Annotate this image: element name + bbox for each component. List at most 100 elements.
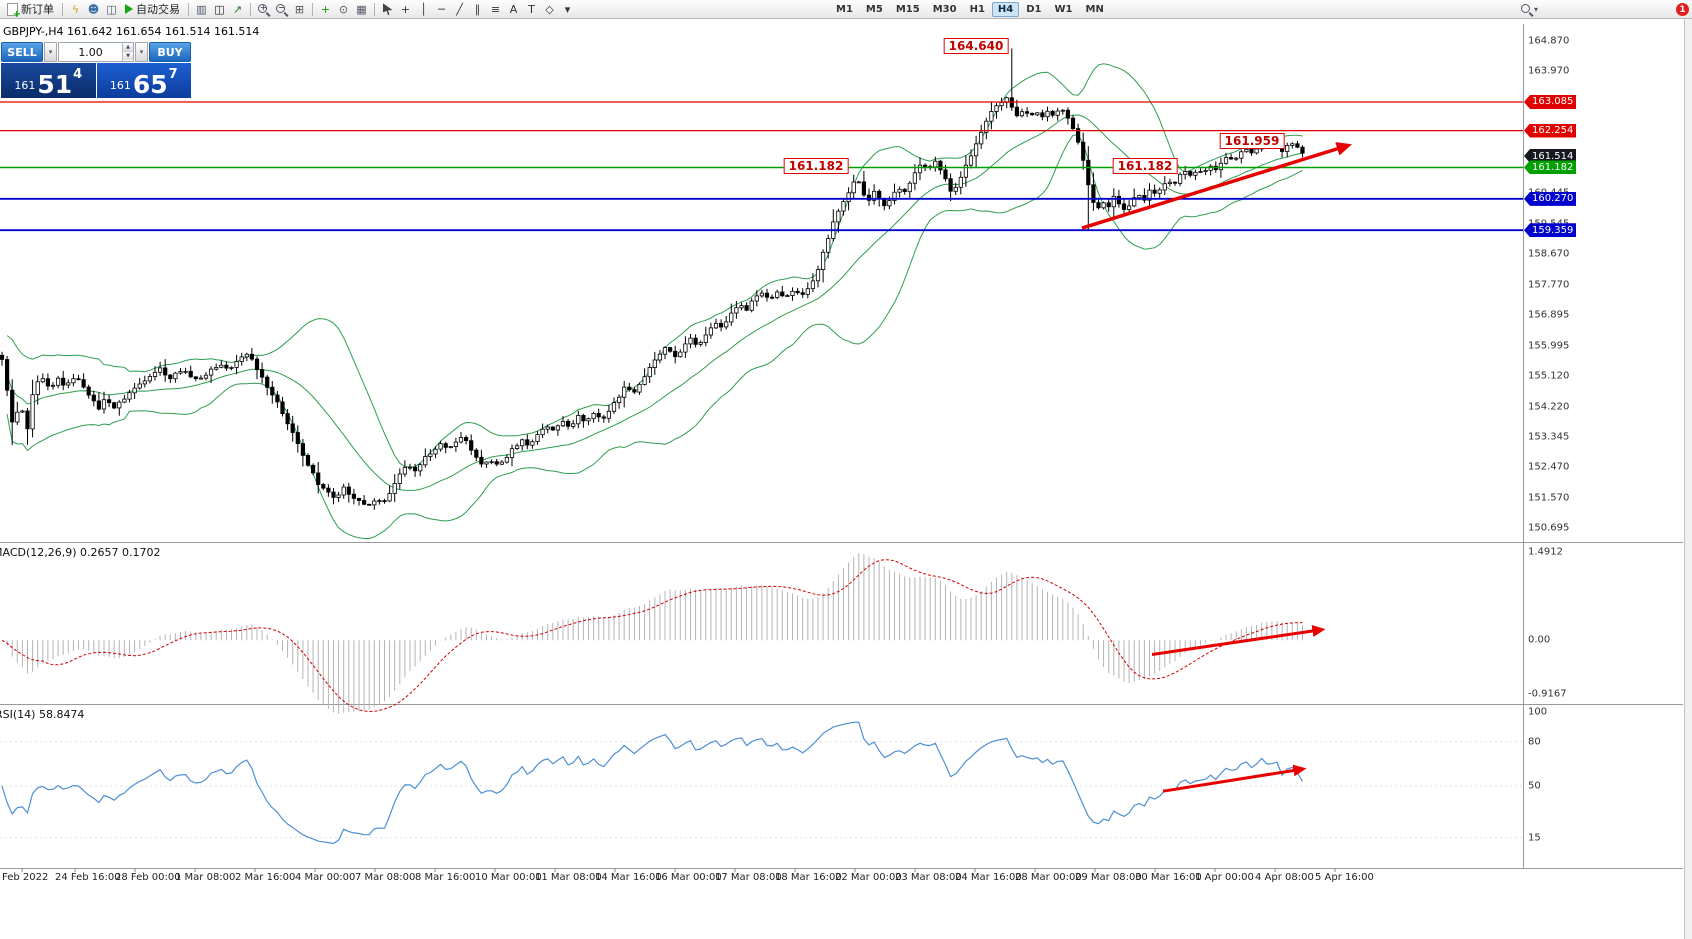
bollinger-bands[interactable] bbox=[6, 63, 1303, 539]
price-callout[interactable]: 164.640 bbox=[943, 38, 1009, 55]
zoom-out-icon[interactable]: − bbox=[273, 2, 290, 17]
lightning-icon[interactable]: ϟ bbox=[71, 2, 80, 16]
buy-price-button[interactable]: 161 65 7 bbox=[96, 63, 191, 98]
macd-trend-arrow[interactable] bbox=[1151, 625, 1326, 656]
bull-candle bbox=[851, 181, 856, 194]
price-callout[interactable]: 161.182 bbox=[783, 158, 849, 175]
bull-candle bbox=[198, 377, 203, 380]
bull-candle bbox=[1285, 144, 1290, 152]
shapes-icon[interactable]: ◇ bbox=[545, 2, 554, 16]
cursor-icon[interactable] bbox=[379, 2, 396, 17]
tile-windows-icon[interactable]: ⊞ bbox=[294, 2, 305, 16]
volume-increase-button[interactable]: ▲ bbox=[123, 43, 133, 52]
bear-candle bbox=[10, 389, 15, 423]
sell-button[interactable]: SELL bbox=[1, 42, 43, 62]
sell-price-button[interactable]: 161 51 4 bbox=[1, 63, 96, 98]
bull-candle bbox=[208, 368, 214, 376]
bull-candle bbox=[122, 398, 127, 403]
timeframe-button-h1[interactable]: H1 bbox=[969, 3, 985, 15]
bull-candle bbox=[1244, 148, 1249, 153]
price-callout[interactable]: 161.182 bbox=[1112, 158, 1178, 175]
bar-chart-icon[interactable]: ▥ bbox=[196, 2, 207, 16]
timeframe-button-mn[interactable]: MN bbox=[1085, 3, 1104, 15]
periods-icon[interactable]: ⊙ bbox=[338, 2, 349, 16]
buy-button[interactable]: BUY bbox=[149, 42, 191, 62]
arrows-dropdown-icon[interactable]: ▾ bbox=[564, 2, 571, 16]
search-dropdown-icon[interactable]: ▾ bbox=[1534, 5, 1539, 14]
price-callout[interactable]: 161.959 bbox=[1219, 133, 1285, 150]
channel-icon[interactable]: ∥ bbox=[474, 2, 481, 16]
templates-icon[interactable]: ▦ bbox=[356, 2, 367, 16]
bull-candle bbox=[484, 461, 489, 465]
vertical-line-icon[interactable]: │ bbox=[420, 2, 427, 16]
volume-decrease-button[interactable]: ▼ bbox=[123, 52, 133, 60]
play-icon bbox=[125, 4, 133, 14]
bear-candle bbox=[770, 296, 775, 299]
bear-candle bbox=[1106, 202, 1111, 208]
bull-candle bbox=[642, 376, 647, 385]
bull-candle bbox=[759, 292, 765, 297]
bull-candle bbox=[15, 411, 20, 423]
fibonacci-icon[interactable]: ≡ bbox=[490, 2, 501, 16]
timeframe-button-w1[interactable]: W1 bbox=[1054, 3, 1073, 15]
volume-field[interactable]: 1.00 ▲ ▼ bbox=[58, 42, 134, 62]
timeframe-button-m30[interactable]: M30 bbox=[932, 3, 957, 15]
bear-candle bbox=[346, 486, 351, 495]
price-tag-162.254: 162.254 bbox=[1524, 123, 1577, 138]
bull-candle bbox=[244, 353, 249, 358]
price-axis-tick: 151.570 bbox=[1528, 492, 1570, 504]
bull-candle bbox=[489, 461, 494, 464]
label-icon[interactable]: T bbox=[528, 2, 535, 16]
bear-candle bbox=[305, 454, 311, 466]
bull-candle bbox=[974, 143, 979, 157]
bear-candle bbox=[1065, 109, 1070, 119]
search-icon[interactable] bbox=[1519, 2, 1534, 17]
timeframe-button-m5[interactable]: M5 bbox=[865, 3, 883, 15]
trendline-icon[interactable]: ╱ bbox=[456, 2, 463, 16]
buy-options-dropdown[interactable]: ▾ bbox=[135, 42, 148, 62]
time-axis-label: Feb 2022 bbox=[2, 872, 49, 883]
bull-candle bbox=[968, 155, 974, 166]
notification-badge[interactable]: 1 bbox=[1676, 3, 1689, 16]
new-order-button[interactable]: 新订单 bbox=[3, 2, 58, 20]
bear-candle bbox=[168, 374, 173, 380]
sell-options-dropdown[interactable]: ▾ bbox=[44, 42, 57, 62]
timeframe-button-d1[interactable]: D1 bbox=[1026, 3, 1042, 15]
horizontal-line-objects[interactable] bbox=[0, 101, 1523, 232]
sell-price-prefix: 161 bbox=[14, 79, 36, 92]
time-axis-label: 4 Mar 00:00 bbox=[295, 872, 356, 883]
rsi-axis-tick: 15 bbox=[1528, 832, 1541, 844]
line-chart-icon[interactable]: ↗ bbox=[232, 2, 243, 16]
main-trend-arrow[interactable] bbox=[1081, 142, 1353, 230]
bull-candle bbox=[509, 448, 515, 458]
bull-candle bbox=[994, 105, 999, 112]
auto-trading-button[interactable]: 自动交易 bbox=[121, 2, 184, 17]
candlestick-chart-icon[interactable]: ◫ bbox=[214, 2, 225, 16]
timeframe-button-m15[interactable]: M15 bbox=[895, 3, 920, 15]
rsi-trend-arrow[interactable] bbox=[1162, 764, 1307, 793]
timeframe-button-h4[interactable]: H4 bbox=[991, 1, 1020, 17]
bull-candle bbox=[963, 164, 969, 178]
timeframe-button-m1[interactable]: M1 bbox=[836, 3, 853, 15]
layouts-icon[interactable]: ◫ bbox=[106, 2, 117, 16]
zoom-in-icon[interactable]: + bbox=[255, 2, 272, 17]
price-axis-tick: 164.870 bbox=[1528, 35, 1570, 47]
profiles-icon[interactable]: ☻ bbox=[87, 2, 100, 16]
crosshair-icon[interactable]: + bbox=[400, 2, 411, 16]
trend-arrows[interactable] bbox=[1081, 142, 1353, 793]
horizontal-line-icon[interactable]: ─ bbox=[438, 2, 445, 16]
volume-value[interactable]: 1.00 bbox=[78, 45, 103, 59]
bull-candle bbox=[872, 190, 877, 201]
bear-candle bbox=[474, 449, 479, 458]
insert-indicator-icon[interactable]: + bbox=[320, 2, 331, 16]
bull-candle bbox=[392, 482, 397, 494]
bull-candle bbox=[856, 181, 861, 184]
bear-candle bbox=[882, 198, 887, 207]
bull-candle bbox=[560, 420, 566, 427]
window-scrollbar[interactable] bbox=[1684, 19, 1692, 939]
time-axis-label: 7 Mar 08:00 bbox=[355, 872, 416, 883]
price-axis-tick: 157.770 bbox=[1528, 279, 1570, 291]
bull-candle bbox=[1132, 197, 1137, 207]
text-icon[interactable]: A bbox=[509, 2, 518, 16]
